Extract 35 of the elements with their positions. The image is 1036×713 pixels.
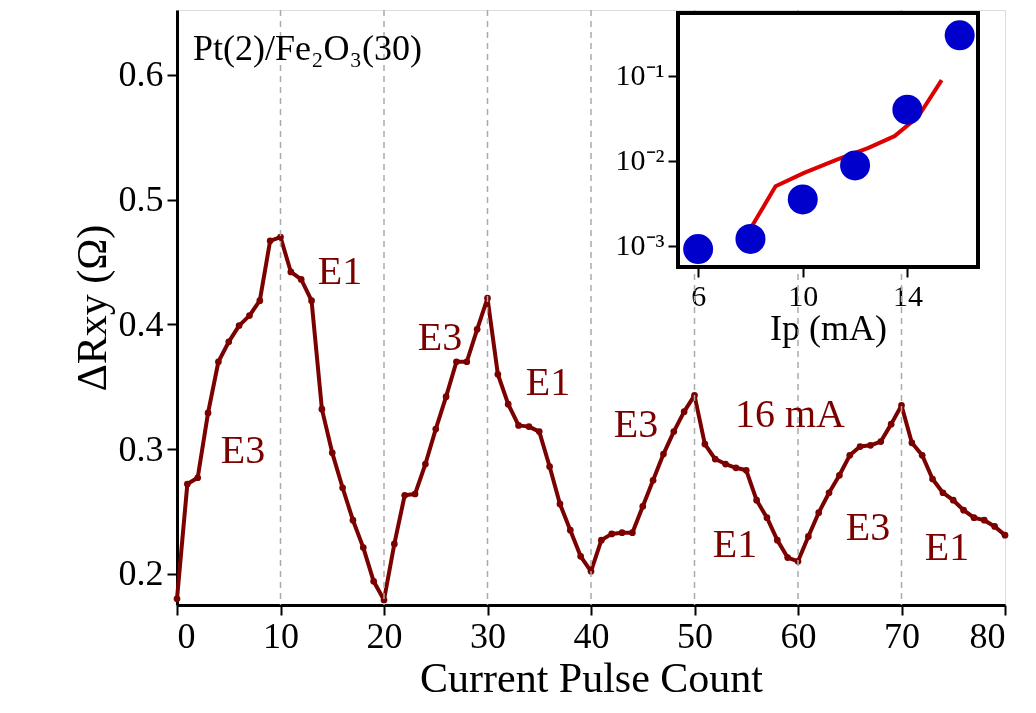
annotation: E1: [525, 359, 571, 404]
x-tick-label: 50: [677, 615, 713, 656]
y-tick-label: 0.3: [118, 428, 164, 469]
annotation: E3: [220, 427, 266, 472]
x-tick-label: 30: [470, 615, 506, 656]
point: [892, 94, 923, 125]
y-tick-label: 10⁻¹: [615, 58, 665, 92]
annotation: E3: [417, 314, 463, 359]
x-tick-label: 40: [573, 615, 610, 656]
y-tick-label: 10⁻²: [615, 143, 665, 177]
x-tick-label: 0: [177, 615, 196, 656]
annotation: E3: [845, 504, 891, 549]
x-tick-label: 20: [366, 615, 403, 656]
annotation: E1: [924, 524, 970, 569]
annotation: E3: [613, 401, 659, 446]
y-tick-label: 0.4: [118, 303, 164, 344]
annotation: E1: [317, 248, 363, 293]
annotation: 16 mA: [735, 391, 846, 436]
y-tick-label: 0.5: [118, 179, 164, 220]
x-tick-label: 80: [969, 615, 1006, 656]
x-axis-title: Current Pulse Count: [420, 654, 764, 701]
x-tick-label: 10: [263, 615, 299, 656]
point: [735, 223, 766, 254]
y-tick-label: 0.2: [118, 553, 164, 594]
annotation: Pt(2)/Fe₂O₃(30): [193, 28, 423, 68]
y-axis-title: ΔRxy (Ω): [68, 224, 116, 392]
annotation: E1: [712, 521, 758, 566]
y-tick-label: 10⁻³: [615, 228, 665, 262]
point: [944, 20, 975, 51]
point: [787, 184, 818, 215]
y-tick-label: 0.6: [118, 54, 164, 95]
x-tick-label: 60: [780, 615, 817, 656]
point: [840, 150, 871, 181]
x-tick-label: 70: [884, 615, 920, 656]
point: [683, 234, 714, 265]
